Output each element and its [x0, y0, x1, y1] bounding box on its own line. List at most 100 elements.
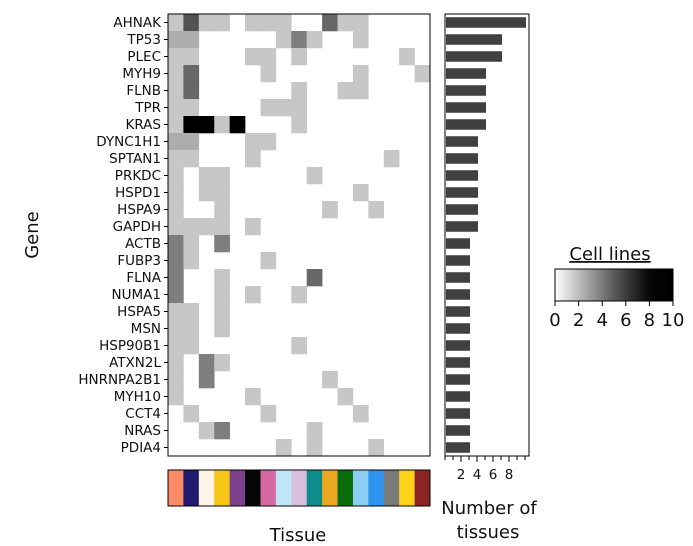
tissue-swatch [306, 470, 323, 506]
heatmap-cell [198, 14, 215, 32]
heatmap-cell [183, 218, 200, 236]
bar [446, 51, 502, 62]
bar [446, 85, 486, 96]
tissue-swatch [383, 470, 400, 506]
gene-label: FLNA [126, 270, 161, 286]
heatmap-cell [306, 439, 323, 457]
heatmap-cell [183, 235, 200, 253]
heatmap-cell [168, 167, 184, 185]
heatmap-cell [168, 99, 184, 117]
heatmap-cell [352, 14, 369, 32]
heatmap-frame [167, 13, 431, 457]
gene-label: NUMA1 [112, 287, 161, 303]
tissue-swatch [183, 470, 200, 506]
gene-label: FLNB [126, 83, 161, 99]
heatmap-cell [275, 31, 292, 49]
tissue-swatch [368, 470, 385, 506]
heatmap-cell [214, 354, 230, 372]
bar [446, 136, 478, 147]
heatmap-cell [322, 201, 338, 219]
heatmap-cell [214, 14, 230, 32]
heatmap-cell [214, 201, 230, 219]
heatmap-cell [214, 303, 230, 321]
gene-label: KRAS [126, 117, 162, 133]
tissue-swatch [352, 470, 369, 506]
tissue-swatch [245, 470, 261, 506]
heatmap-cell [337, 82, 354, 100]
gene-label: AHNAK [113, 15, 162, 31]
heatmap-cell [168, 150, 184, 168]
heatmap-cell [352, 405, 369, 423]
heatmap-cell [214, 218, 230, 236]
heatmap-cell [229, 116, 246, 134]
tissue-swatch [229, 470, 246, 506]
heatmap-cell [214, 320, 230, 338]
colorbar-tick-label: 6 [620, 310, 631, 331]
heatmap-cell [168, 65, 184, 83]
heatmap-cell [168, 82, 184, 100]
bar [446, 340, 470, 351]
heatmap-cell [352, 31, 369, 49]
bar-xlabel-line2: tissues [457, 522, 520, 543]
bar [446, 289, 470, 300]
heatmap-cell [322, 14, 338, 32]
heatmap-cell [322, 371, 338, 389]
heatmap-cell [291, 48, 307, 66]
tissue-swatch [291, 470, 307, 506]
heatmap-cell [168, 337, 184, 355]
gene-label: HNRNPA2B1 [78, 372, 161, 388]
heatmap-cell [337, 14, 354, 32]
heatmap-cell [368, 439, 385, 457]
heatmap-cell [198, 167, 215, 185]
heatmap-cell [214, 235, 230, 253]
heatmap-cell [260, 14, 277, 32]
heatmap-cell [198, 422, 215, 440]
bar [446, 221, 478, 232]
heatmap-cell [291, 337, 307, 355]
bar [446, 204, 478, 215]
heatmap-cell [352, 65, 369, 83]
gene-label: ACTB [125, 236, 161, 252]
heatmap-cell [368, 201, 385, 219]
colorbar-title: Cell lines [569, 244, 650, 265]
heatmap-cell [183, 150, 200, 168]
colorbar-tick-label: 10 [662, 310, 685, 331]
tissue-swatch [414, 470, 431, 506]
gene-label: HSP90B1 [99, 338, 161, 354]
bar [446, 187, 478, 198]
bar [446, 357, 470, 368]
bar [446, 374, 470, 385]
heatmap-cell [399, 48, 415, 66]
heatmap-cell [245, 150, 261, 168]
colorbar-tick-label: 0 [549, 310, 560, 331]
heatmap-cell [260, 252, 277, 270]
heatmap-cell [183, 405, 200, 423]
bar-chart [446, 17, 526, 453]
heatmap-cell [198, 184, 215, 202]
bar [446, 102, 486, 113]
heatmap-cell [168, 116, 184, 134]
heatmap-cell [183, 82, 200, 100]
bar-tick-label: 8 [505, 467, 514, 483]
gene-label: HSPA5 [117, 304, 161, 320]
heatmap-cell [168, 235, 184, 253]
gene-label: MYH9 [122, 66, 161, 82]
heatmap-cell [245, 218, 261, 236]
bar [446, 17, 526, 28]
heatmap-cell [198, 116, 215, 134]
heatmap-cell [168, 371, 184, 389]
colorbar-tick-label: 8 [644, 310, 655, 331]
heatmap-cell [168, 303, 184, 321]
tissue-swatch [198, 470, 215, 506]
bar-xlabel-line1: Number of [441, 498, 537, 519]
tissue-swatch [399, 470, 415, 506]
gene-labels: AHNAKTP53PLECMYH9FLNBTPRKRASDYNC1H1SPTAN… [78, 15, 168, 456]
bar [446, 255, 470, 266]
x-axis-label: Tissue [269, 525, 327, 546]
heatmap-cell [291, 31, 307, 49]
gene-label: TP53 [126, 32, 161, 48]
heatmap-cell [183, 14, 200, 32]
heatmap-cell [245, 48, 261, 66]
heatmap-cell [291, 82, 307, 100]
